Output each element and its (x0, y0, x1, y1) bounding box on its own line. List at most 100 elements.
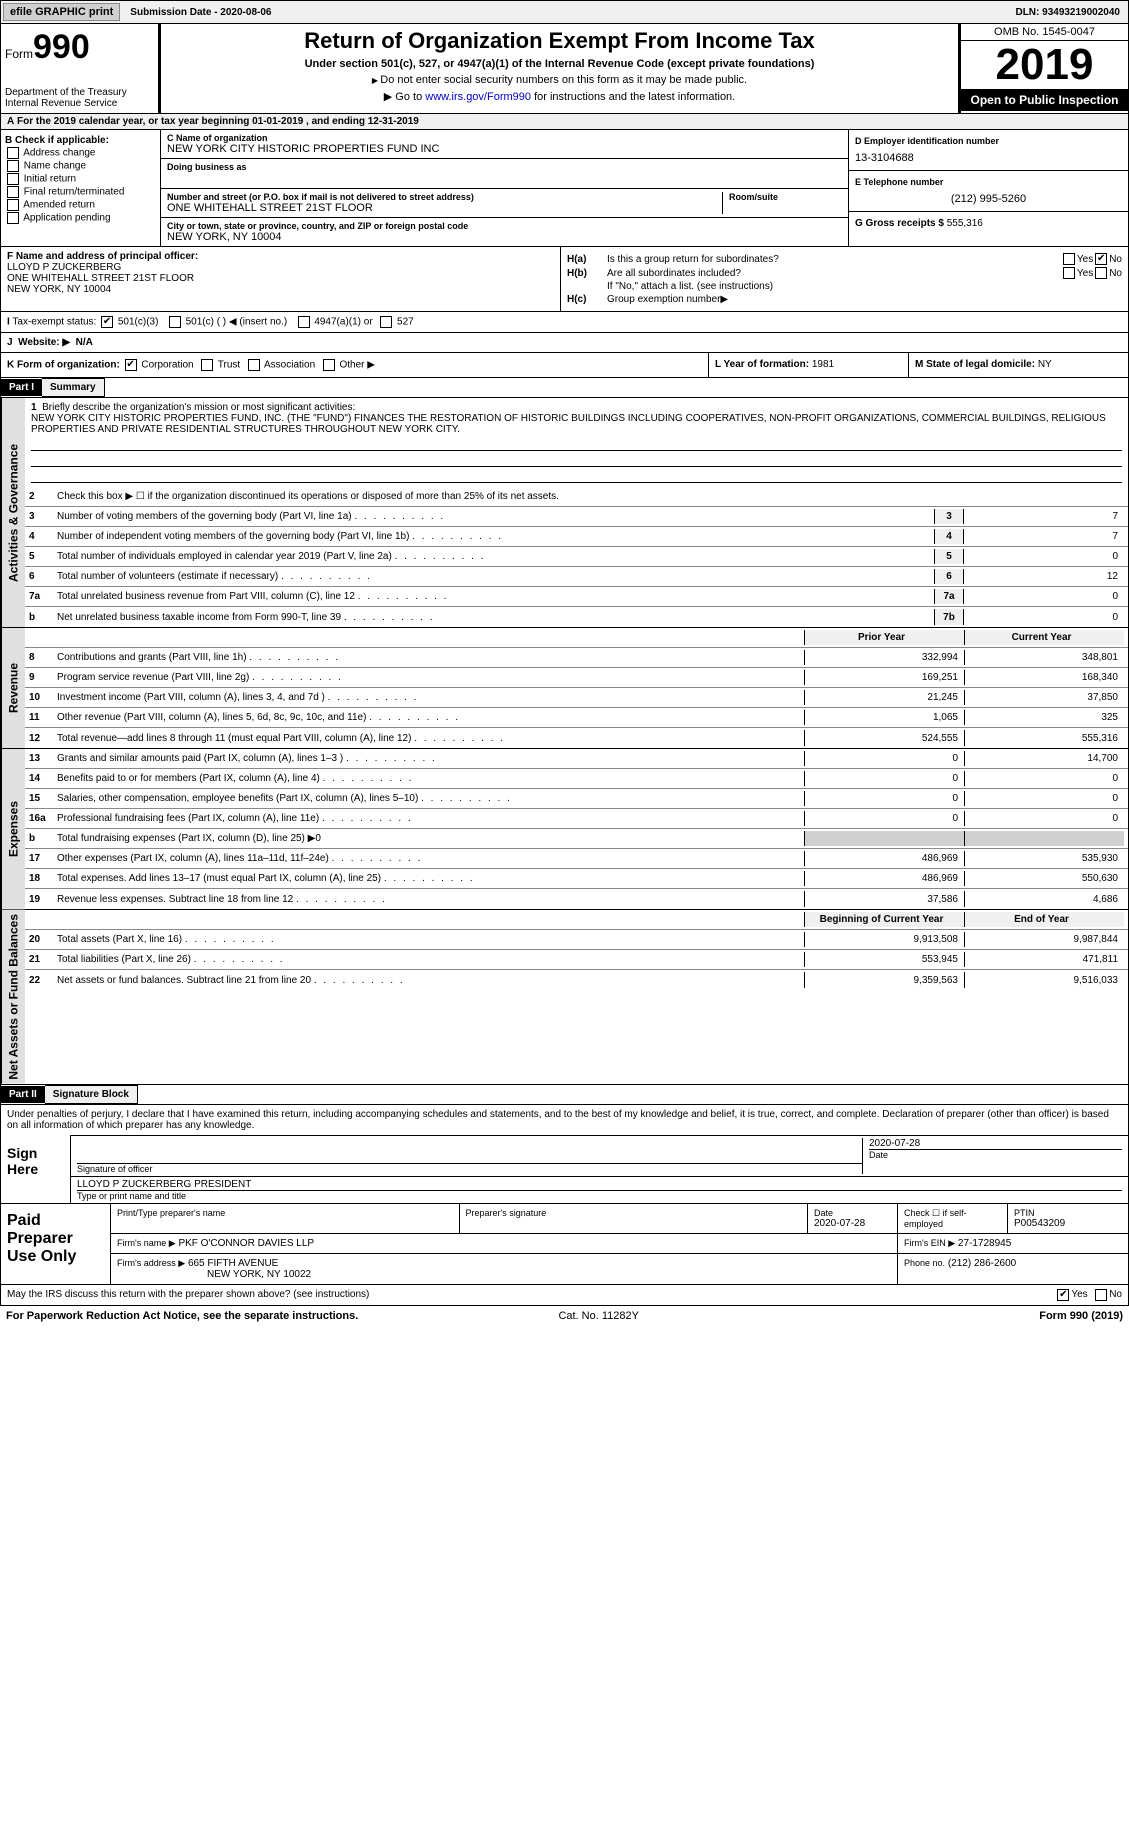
mission-text: NEW YORK CITY HISTORIC PROPERTIES FUND, … (31, 413, 1106, 435)
prior-year-hdr: Prior Year (804, 630, 964, 645)
expenses-section: Expenses 13Grants and similar amounts pa… (0, 749, 1129, 910)
city: NEW YORK, NY 10004 (167, 231, 842, 243)
inspection-label: Open to Public Inspection (961, 89, 1128, 111)
top-bar: efile GRAPHIC print Submission Date - 20… (0, 0, 1129, 24)
501c-check[interactable] (169, 316, 181, 328)
form-header: Form990 Department of the Treasury Inter… (0, 24, 1129, 114)
org-name: NEW YORK CITY HISTORIC PROPERTIES FUND I… (167, 143, 842, 155)
name-label: Type or print name and title (77, 1190, 1122, 1201)
firm-addr: 665 FIFTH AVENUE (188, 1258, 278, 1269)
sign-here-label: Sign Here (1, 1135, 71, 1203)
org-name-label: C Name of organization (167, 133, 842, 143)
h-note: If "No," attach a list. (see instruction… (607, 281, 773, 292)
officer-addr1: ONE WHITEHALL STREET 21ST FLOOR (7, 273, 554, 284)
check-application-pending[interactable] (7, 212, 19, 224)
hb-label: Are all subordinates included? (607, 268, 1061, 279)
room-label: Room/suite (729, 192, 842, 202)
omb-number: OMB No. 1545-0047 (961, 24, 1128, 41)
block-f: F Name and address of principal officer:… (0, 247, 1129, 312)
prep-sig-label: Preparer's signature (466, 1208, 802, 1218)
part2-title: Signature Block (45, 1085, 138, 1104)
hb-yes[interactable] (1063, 267, 1075, 279)
year-formation: 1981 (812, 359, 834, 370)
discuss-yes[interactable]: ✔ (1057, 1289, 1069, 1301)
ptin: P00543209 (1014, 1218, 1065, 1229)
ein: 13-3104688 (855, 152, 1122, 164)
tax-year: 2019 (961, 41, 1128, 89)
governance-label: Activities & Governance (1, 398, 25, 627)
check-address-change[interactable] (7, 147, 19, 159)
officer-name: LLOYD P ZUCKERBERG (7, 262, 554, 273)
current-year-hdr: Current Year (964, 630, 1124, 645)
form-title: Return of Organization Exempt From Incom… (165, 28, 954, 54)
footer: For Paperwork Reduction Act Notice, see … (0, 1306, 1129, 1326)
check-amended-return[interactable] (7, 199, 19, 211)
dept-label: Department of the Treasury Internal Reve… (5, 87, 154, 109)
submission-date: Submission Date - 2020-08-06 (122, 5, 279, 20)
gross-label: G Gross receipts $ (855, 218, 944, 229)
signature-block: Under penalties of perjury, I declare th… (0, 1105, 1129, 1204)
form-number: Form990 (5, 28, 154, 67)
discuss-row: May the IRS discuss this return with the… (0, 1285, 1129, 1306)
firm-city: NEW YORK, NY 10022 (207, 1269, 311, 1280)
ptin-label: PTIN (1014, 1208, 1122, 1218)
website: N/A (76, 337, 93, 348)
tax-year-line: A For the 2019 calendar year, or tax yea… (0, 114, 1129, 130)
sig-officer-label: Signature of officer (77, 1163, 862, 1174)
block-a: B Check if applicable: Address change Na… (0, 130, 1129, 247)
phone: (212) 995-5260 (855, 193, 1122, 205)
firm-phone: (212) 286-2600 (948, 1258, 1016, 1269)
netassets-label: Net Assets or Fund Balances (1, 910, 25, 1084)
box-b: B Check if applicable: Address change Na… (1, 130, 161, 246)
prep-date: 2020-07-28 (814, 1218, 865, 1229)
check-final-return-terminated[interactable] (7, 186, 19, 198)
other-check[interactable] (323, 359, 335, 371)
ha-no[interactable]: ✔ (1095, 253, 1107, 265)
sig-date: 2020-07-28 (869, 1138, 920, 1149)
date-label: Date (869, 1149, 1122, 1160)
prep-name-label: Print/Type preparer's name (117, 1208, 453, 1218)
form-ref: Form 990 (2019) (1039, 1310, 1123, 1322)
form-note-ssn: Do not enter social security numbers on … (165, 74, 954, 86)
mission-label: Briefly describe the organization's miss… (42, 402, 355, 413)
box-k: K Form of organization: ✔ Corporation Tr… (0, 353, 1129, 378)
ha-label: Is this a group return for subordinates? (607, 254, 1061, 265)
begin-year-hdr: Beginning of Current Year (804, 912, 964, 927)
527-check[interactable] (380, 316, 392, 328)
revenue-section: Revenue Prior YearCurrent Year 8Contribu… (0, 628, 1129, 749)
box-j: J Website: ▶ N/A (0, 333, 1129, 353)
discuss-no[interactable] (1095, 1289, 1107, 1301)
gross-receipts: 555,316 (947, 218, 983, 229)
dln: DLN: 93493219002040 (1007, 5, 1128, 20)
check-name-change[interactable] (7, 160, 19, 172)
check-initial-return[interactable] (7, 173, 19, 185)
firm-ein: 27-1728945 (958, 1238, 1011, 1249)
hb-no[interactable] (1095, 267, 1107, 279)
efile-button[interactable]: efile GRAPHIC print (3, 3, 120, 21)
irs-link[interactable]: www.irs.gov/Form990 (425, 91, 531, 103)
ha-yes[interactable] (1063, 253, 1075, 265)
ein-label: D Employer identification number (855, 136, 1122, 146)
officer-addr2: NEW YORK, NY 10004 (7, 284, 554, 295)
prep-date-label: Date (814, 1208, 891, 1218)
trust-check[interactable] (201, 359, 213, 371)
addr: ONE WHITEHALL STREET 21ST FLOOR (167, 202, 722, 214)
assoc-check[interactable] (248, 359, 260, 371)
part1-title: Summary (42, 378, 105, 397)
corp-check[interactable]: ✔ (125, 359, 137, 371)
netassets-section: Net Assets or Fund Balances Beginning of… (0, 910, 1129, 1085)
officer-label: F Name and address of principal officer: (7, 251, 198, 262)
form-note-link: ▶ Go to www.irs.gov/Form990 for instruct… (165, 90, 954, 103)
form-subtitle: Under section 501(c), 527, or 4947(a)(1)… (165, 58, 954, 70)
dba-label: Doing business as (167, 162, 842, 172)
sig-intro: Under penalties of perjury, I declare th… (1, 1105, 1128, 1135)
discuss-label: May the IRS discuss this return with the… (7, 1289, 1055, 1301)
expenses-label: Expenses (1, 749, 25, 909)
501c3-check[interactable]: ✔ (101, 316, 113, 328)
governance-section: Activities & Governance 1 Briefly descri… (0, 398, 1129, 628)
footer-left: For Paperwork Reduction Act Notice, see … (6, 1310, 358, 1322)
4947-check[interactable] (298, 316, 310, 328)
cat-no: Cat. No. 11282Y (558, 1310, 639, 1322)
firm-name: PKF O'CONNOR DAVIES LLP (178, 1238, 314, 1249)
revenue-label: Revenue (1, 628, 25, 748)
